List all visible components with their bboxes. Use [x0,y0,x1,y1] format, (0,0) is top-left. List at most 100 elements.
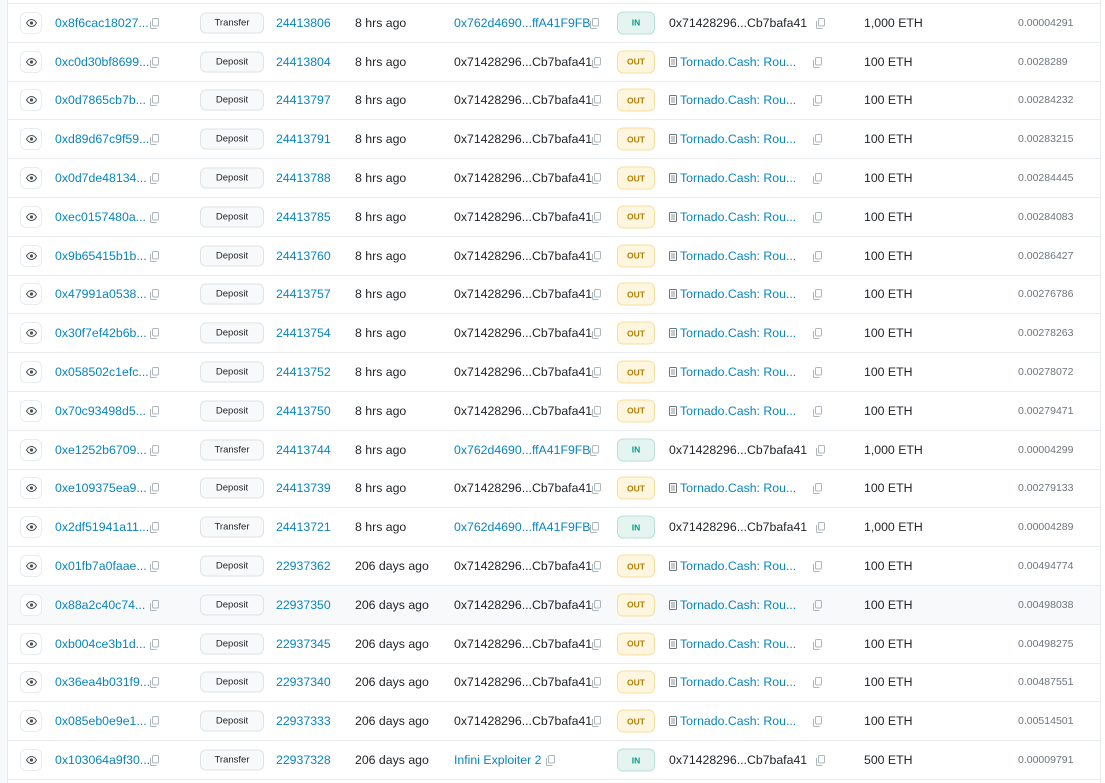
block-link[interactable]: 24413760 [276,248,331,263]
copy-icon[interactable] [813,95,823,107]
to-address[interactable]: Tornado.Cash: Rou... [669,559,823,574]
view-details-button[interactable] [20,128,42,151]
copy-icon[interactable] [150,211,159,223]
copy-icon[interactable] [592,328,601,340]
tx-hash-link[interactable]: 0x103064a9f30... [55,753,151,768]
to-address[interactable]: Tornado.Cash: Rou... [669,365,823,379]
block-link[interactable]: 24413754 [276,326,331,341]
copy-icon[interactable] [592,173,601,185]
copy-icon[interactable] [813,134,823,146]
from-address[interactable]: 0x762d4690...ffA41F9FB [454,15,591,30]
copy-icon[interactable] [813,405,823,417]
copy-icon[interactable] [590,17,599,29]
from-address[interactable]: 0x762d4690...ffA41F9FB [454,520,591,535]
copy-icon[interactable] [150,522,159,534]
copy-icon[interactable] [813,561,823,573]
copy-icon[interactable] [150,405,159,417]
copy-icon[interactable] [816,522,826,534]
copy-icon[interactable] [813,716,823,728]
to-address-text[interactable]: Tornado.Cash: Rou... [680,403,797,418]
copy-icon[interactable] [592,561,601,573]
tx-hash-link[interactable]: 0x2df51941a11... [55,520,150,535]
tx-hash-link[interactable]: 0xec0157480a... [55,209,146,224]
copy-icon[interactable] [813,56,823,68]
copy-icon[interactable] [592,56,601,68]
copy-icon[interactable] [150,95,159,107]
block-link[interactable]: 24413804 [276,54,331,69]
copy-icon[interactable] [150,483,159,495]
to-address[interactable]: Tornado.Cash: Rou... [669,248,823,263]
view-details-button[interactable] [20,438,42,461]
to-address-text[interactable]: Tornado.Cash: Rou... [680,248,797,263]
to-address-text[interactable]: Tornado.Cash: Rou... [680,132,797,147]
tx-hash-link[interactable]: 0x88a2c40c74... [55,597,146,612]
view-details-button[interactable] [20,283,42,306]
block-link[interactable]: 24413806 [276,15,331,30]
view-details-button[interactable] [20,399,42,422]
view-details-button[interactable] [20,11,42,34]
to-address-text[interactable]: Tornado.Cash: Rou... [680,481,797,496]
tx-hash-link[interactable]: 0xb004ce3b1d... [55,636,146,651]
to-address-text[interactable]: Tornado.Cash: Rou... [680,714,797,729]
block-link[interactable]: 24413744 [276,442,331,457]
copy-icon[interactable] [150,17,159,29]
copy-icon[interactable] [813,173,823,185]
to-address-text[interactable]: Tornado.Cash: Rou... [680,171,797,186]
copy-icon[interactable] [592,211,601,223]
copy-icon[interactable] [150,328,159,340]
tx-hash-link[interactable]: 0xe1252b6709... [55,442,147,457]
to-address-text[interactable]: Tornado.Cash: Rou... [680,93,797,108]
copy-icon[interactable] [816,755,826,767]
to-address[interactable]: Tornado.Cash: Rou... [669,481,823,496]
view-details-button[interactable] [20,205,42,228]
copy-icon[interactable] [813,289,823,301]
block-link[interactable]: 24413721 [276,520,331,535]
block-link[interactable]: 24413797 [276,93,331,108]
to-address-text[interactable]: Tornado.Cash: Rou... [680,326,797,341]
copy-icon[interactable] [150,367,159,379]
block-link[interactable]: 24413739 [276,481,331,496]
scrollbar-track[interactable] [1100,0,1105,783]
to-address-text[interactable]: Tornado.Cash: Rou... [680,559,797,574]
copy-icon[interactable] [592,250,601,262]
copy-icon[interactable] [813,599,823,611]
view-details-button[interactable] [20,477,42,500]
copy-icon[interactable] [150,561,159,573]
to-address[interactable]: Tornado.Cash: Rou... [669,597,823,612]
copy-icon[interactable] [590,522,599,534]
copy-icon[interactable] [590,444,599,456]
block-link[interactable]: 24413752 [276,365,331,380]
to-address[interactable]: Tornado.Cash: Rou... [669,287,823,301]
tx-hash-link[interactable]: 0x0d7de48134... [55,171,147,186]
block-link[interactable]: 22937328 [276,753,331,768]
to-address-text[interactable]: Tornado.Cash: Rou... [680,597,797,612]
block-link[interactable]: 22937362 [276,559,331,574]
copy-icon[interactable] [150,56,159,68]
tx-hash-link[interactable]: 0xc0d30bf8699... [55,54,150,69]
copy-icon[interactable] [592,367,601,379]
to-address[interactable]: Tornado.Cash: Rou... [669,403,823,418]
block-link[interactable]: 24413788 [276,171,331,186]
block-link[interactable]: 22937345 [276,636,331,651]
copy-icon[interactable] [546,755,555,767]
view-details-button[interactable] [20,89,42,112]
to-address[interactable]: Tornado.Cash: Rou... [669,675,823,690]
copy-icon[interactable] [150,134,159,146]
from-address[interactable]: 0x762d4690...ffA41F9FB [454,442,591,457]
copy-icon[interactable] [150,755,159,767]
copy-icon[interactable] [813,250,823,262]
view-details-button[interactable] [20,244,42,267]
to-address[interactable]: Tornado.Cash: Rou... [669,714,823,729]
to-address-text[interactable]: Tornado.Cash: Rou... [680,54,797,69]
view-details-button[interactable] [20,361,42,384]
tx-hash-link[interactable]: 0x0d7865cb7b... [55,93,146,108]
tx-hash-link[interactable]: 0x30f7ef42b6b... [55,326,147,341]
to-address[interactable]: Tornado.Cash: Rou... [669,54,823,69]
to-address-text[interactable]: Tornado.Cash: Rou... [680,209,797,224]
copy-icon[interactable] [150,716,159,728]
view-details-button[interactable] [20,516,42,539]
to-address-text[interactable]: Tornado.Cash: Rou... [680,675,797,690]
view-details-button[interactable] [20,749,42,772]
tx-hash-link[interactable]: 0x70c93498d5... [55,403,146,418]
block-link[interactable]: 24413750 [276,403,331,418]
